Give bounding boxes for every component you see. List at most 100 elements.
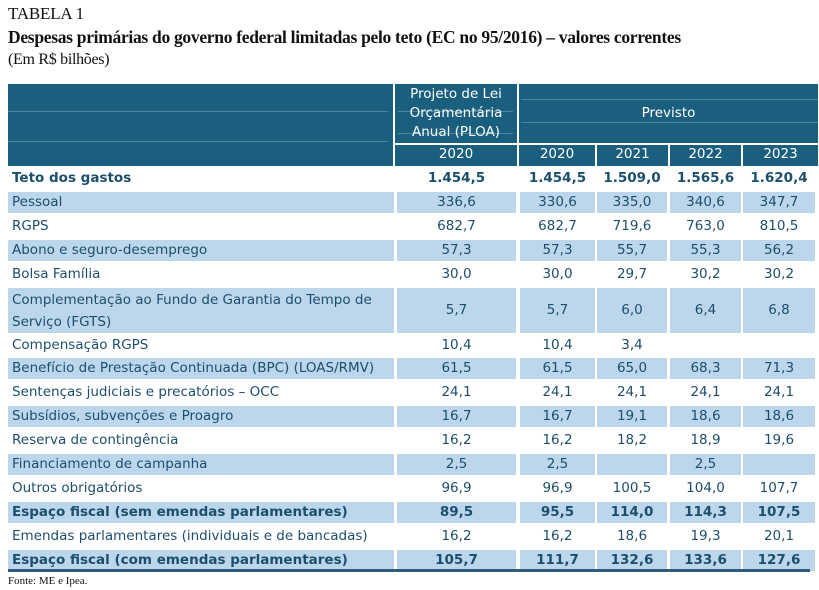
- value-cell: 61,5: [397, 358, 516, 380]
- value-cell: 10,4: [542, 336, 573, 353]
- value-cell: 10,4: [441, 336, 472, 353]
- row-label: Espaço fiscal (com emendas parlamentares…: [8, 549, 394, 571]
- value-cell: 55,3: [670, 239, 741, 261]
- row-label: Financiamento de campanha: [8, 454, 394, 475]
- row-label: Sentenças judiciais e precatórios – OCC: [12, 384, 280, 401]
- value-cell: 24,1: [763, 384, 795, 401]
- row-label: Complementação ao Fundo de Garantia do T…: [8, 287, 394, 333]
- value-cell: 330,6: [520, 191, 595, 213]
- value-cell: 16,7: [520, 406, 595, 428]
- table-number: TABELA 1: [8, 4, 84, 23]
- value-cell: 132,6: [597, 549, 667, 571]
- value-cell: 2,5: [670, 454, 741, 475]
- value-cell: 19,3: [690, 527, 721, 544]
- value-cell: 6,4: [670, 287, 741, 333]
- table-row: Complementação ao Fundo de Garantia do T…: [8, 287, 818, 334]
- value-cell: 18,9: [690, 432, 721, 449]
- row-label: Teto dos gastos: [12, 170, 132, 186]
- value-cell: 2,5: [520, 454, 595, 475]
- value-cell: 24,1: [542, 384, 573, 401]
- value-cell: 95,5: [520, 501, 595, 523]
- value-cell: 57,3: [520, 239, 595, 261]
- value-cell: 127,6: [743, 549, 815, 571]
- value-cell: 340,6: [670, 191, 741, 213]
- value-cell: 114,3: [670, 501, 741, 523]
- value-cell: 335,0: [597, 191, 667, 213]
- value-cell: 682,7: [538, 217, 577, 234]
- table-row: Sentenças judiciais e precatórios – OCC 2…: [8, 381, 818, 404]
- value-cell: [597, 454, 667, 475]
- table-row: Emendas parlamentares (individuais e de …: [8, 525, 818, 548]
- table-row: Teto dos gastos 1.454,5 1.454,5 1.509,0 1.56…: [8, 167, 818, 190]
- value-cell: [743, 335, 815, 356]
- value-cell: [743, 454, 815, 475]
- value-cell: 682,7: [437, 217, 476, 234]
- value-cell: 347,7: [743, 191, 815, 213]
- table-row: Outros obrigatórios 96,9 96,9 100,5 104,0 107…: [8, 477, 818, 500]
- table-title: Despesas primárias do governo federal li…: [8, 27, 681, 47]
- value-cell: 89,5: [397, 501, 516, 523]
- table-row: Benefício de Prestação Continuada (BPC) …: [8, 357, 818, 380]
- value-cell: 6,0: [597, 287, 667, 333]
- value-cell: 18,6: [670, 406, 741, 428]
- table-row: Espaço fiscal (sem emendas parlamentares…: [8, 501, 818, 524]
- year-header-2021: 2021: [615, 146, 650, 162]
- value-cell: 1.454,5: [427, 170, 486, 186]
- value-cell: 18,6: [616, 527, 648, 544]
- value-cell: 65,0: [597, 358, 667, 380]
- value-cell: 16,7: [397, 406, 516, 428]
- value-cell: 30,0: [441, 265, 472, 282]
- source-note: Fonte: ME e Ipea.: [8, 575, 88, 587]
- row-label: Outros obrigatórios: [12, 479, 143, 496]
- value-cell: 104,0: [686, 479, 725, 496]
- row-label: Bolsa Família: [12, 265, 101, 282]
- row-label: Benefício de Prestação Continuada (BPC) …: [8, 358, 394, 380]
- row-label: RGPS: [12, 217, 49, 234]
- value-cell: 107,7: [759, 479, 799, 496]
- row-label: Espaço fiscal (sem emendas parlamentares…: [8, 501, 394, 523]
- ploa-header-line-2: Orçamentária: [409, 105, 503, 121]
- year-header-ploa-2020: 2020: [438, 146, 474, 162]
- row-label: Subsídios, subvenções e Proagro: [8, 406, 394, 428]
- value-cell: 96,9: [441, 479, 472, 496]
- table-row: Espaço fiscal (com emendas parlamentares…: [8, 549, 818, 572]
- value-cell: 57,3: [397, 239, 516, 261]
- value-cell: 16,2: [441, 432, 472, 449]
- value-cell: 30,2: [690, 265, 721, 282]
- value-cell: 100,5: [612, 479, 652, 496]
- value-cell: 2,5: [397, 454, 516, 475]
- value-cell: 29,7: [616, 265, 648, 282]
- value-cell: 763,0: [686, 217, 725, 234]
- row-label: Pessoal: [8, 191, 394, 213]
- value-cell: 20,1: [763, 527, 795, 544]
- value-cell: 24,1: [616, 384, 648, 401]
- year-header-2022: 2022: [688, 146, 723, 162]
- value-cell: [670, 335, 741, 356]
- value-cell: 18,6: [743, 406, 815, 428]
- table-row: Abono e seguro-desemprego 57,3 57,3 55,7 55,…: [8, 239, 818, 262]
- value-cell: 61,5: [520, 358, 595, 380]
- value-cell: 16,2: [441, 527, 472, 544]
- value-cell: 5,7: [397, 287, 516, 333]
- row-label: Compensação RGPS: [12, 336, 149, 353]
- table-row: Reserva de contingência 16,2 16,2 18,2 18,9 1…: [8, 429, 818, 452]
- value-cell: 30,2: [763, 265, 795, 282]
- value-cell: 68,3: [670, 358, 741, 380]
- value-cell: 111,7: [520, 549, 595, 571]
- table-row: RGPS 682,7 682,7 719,6 763,0 810,5: [8, 215, 818, 238]
- value-cell: 56,2: [743, 239, 815, 261]
- row-label: Abono e seguro-desemprego: [8, 239, 394, 261]
- value-cell: 1.454,5: [528, 170, 587, 186]
- ploa-header-line-1: Projeto de Lei: [410, 86, 502, 102]
- value-cell: 18,2: [616, 432, 648, 449]
- value-cell: 6,8: [743, 287, 815, 333]
- year-header-2023: 2023: [763, 146, 798, 162]
- value-cell: 5,7: [520, 287, 595, 333]
- value-cell: 16,2: [542, 432, 573, 449]
- previsto-header: Previsto: [641, 105, 696, 121]
- value-cell: 1.509,0: [603, 170, 661, 186]
- row-label: Emendas parlamentares (individuais e de …: [12, 527, 368, 544]
- table-header: Projeto de Lei Orçamentária Anual (PLOA)…: [8, 84, 818, 166]
- value-cell: 24,1: [441, 384, 472, 401]
- value-cell: 1.620,4: [750, 170, 808, 186]
